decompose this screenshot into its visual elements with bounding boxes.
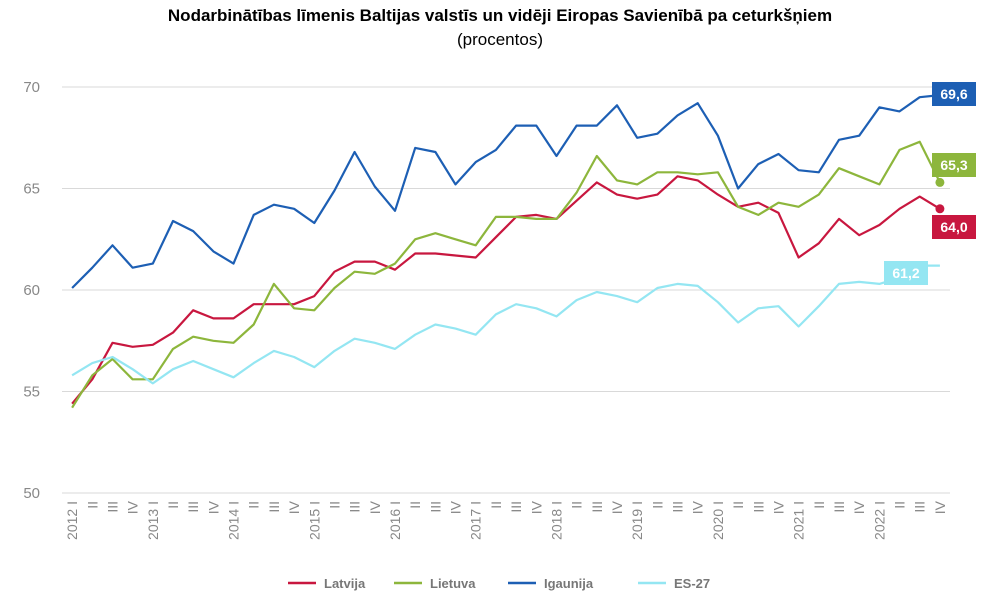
x-tick-label: 2013 I <box>145 501 161 540</box>
x-tick-label: II <box>326 501 342 509</box>
x-tick-label: 2016 I <box>387 501 403 540</box>
end-labels: 64,0 65,3 69,6 61,2 <box>884 82 976 285</box>
x-tick-label: II <box>730 501 746 509</box>
x-tick-label: 2019 I <box>629 501 645 540</box>
y-axis-ticks: 50 55 60 65 70 <box>23 79 40 502</box>
legend-label: Igaunija <box>544 576 594 591</box>
y-tick-label: 50 <box>23 485 40 502</box>
end-label-lietuva: 65,3 <box>940 157 967 173</box>
end-label-box <box>884 261 928 285</box>
x-tick-label: 2012 I <box>64 501 80 540</box>
end-label-box <box>932 82 976 106</box>
x-tick-label: III <box>347 501 363 513</box>
gridlines <box>62 86 950 494</box>
legend: Latvija Lietuva Igaunija ES-27 <box>288 576 710 591</box>
x-tick-label: II <box>488 501 504 509</box>
x-tick-label: 2022 I <box>871 501 887 540</box>
end-label-latvija: 64,0 <box>940 219 967 235</box>
series-line-igaunija <box>71 94 941 289</box>
x-tick-label: II <box>892 501 908 509</box>
x-tick-label: III <box>750 501 766 513</box>
y-tick-label: 55 <box>23 384 40 401</box>
x-tick-label: IV <box>367 500 383 514</box>
series-line-lietuva <box>71 140 941 409</box>
x-tick-label: III <box>427 501 443 513</box>
x-tick-label: II <box>407 501 423 509</box>
x-tick-label: 2018 I <box>548 501 564 540</box>
y-tick-label: 60 <box>23 282 40 299</box>
x-tick-label: II <box>84 501 100 509</box>
x-tick-label: II <box>649 501 665 509</box>
x-tick-label: 2015 I <box>306 501 322 540</box>
chart-subtitle: (procentos) <box>457 30 543 49</box>
y-tick-label: 70 <box>23 79 40 96</box>
end-label-es-27: 61,2 <box>892 265 919 281</box>
x-tick-label: 2021 I <box>791 501 807 540</box>
legend-label: Lietuva <box>430 576 476 591</box>
end-label-box <box>932 153 976 177</box>
x-tick-label: IV <box>690 500 706 514</box>
x-tick-label: 2014 I <box>226 501 242 540</box>
end-label-box <box>932 215 976 239</box>
x-tick-label: III <box>589 501 605 513</box>
x-tick-label: III <box>266 501 282 513</box>
legend-label: ES-27 <box>674 576 710 591</box>
legend-label: Latvija <box>324 576 366 591</box>
series-line-latvija <box>71 175 941 405</box>
chart-title: Nodarbinātības līmenis Baltijas valstīs … <box>167 6 833 25</box>
x-tick-label: IV <box>770 500 786 514</box>
x-tick-label: II <box>569 501 585 509</box>
series-lines <box>71 94 945 409</box>
end-label-igaunija: 69,6 <box>940 86 967 102</box>
y-tick-label: 65 <box>23 181 40 198</box>
end-marker <box>935 177 945 187</box>
x-tick-label: III <box>508 501 524 513</box>
x-tick-label: IV <box>125 500 141 514</box>
x-tick-label: IV <box>609 500 625 514</box>
x-tick-label: 2017 I <box>468 501 484 540</box>
x-axis-ticks: 2012 I II III IV 2013 I II III IV 2014 I II III IV 2… <box>64 500 948 540</box>
x-tick-label: IV <box>851 500 867 514</box>
series-line-es-27 <box>71 264 940 385</box>
x-tick-label: IV <box>205 500 221 514</box>
x-tick-label: 2020 I <box>710 501 726 540</box>
x-tick-label: IV <box>448 500 464 514</box>
x-tick-label: III <box>185 501 201 513</box>
x-tick-label: IV <box>528 500 544 514</box>
x-tick-label: III <box>831 501 847 513</box>
x-tick-label: III <box>912 501 928 513</box>
x-tick-label: IV <box>932 500 948 514</box>
x-tick-label: II <box>246 501 262 509</box>
x-tick-label: III <box>670 501 686 513</box>
x-tick-label: III <box>104 501 120 513</box>
x-tick-label: IV <box>286 500 302 514</box>
x-tick-label: II <box>811 501 827 509</box>
x-tick-label: II <box>165 501 181 509</box>
end-marker <box>935 204 945 214</box>
